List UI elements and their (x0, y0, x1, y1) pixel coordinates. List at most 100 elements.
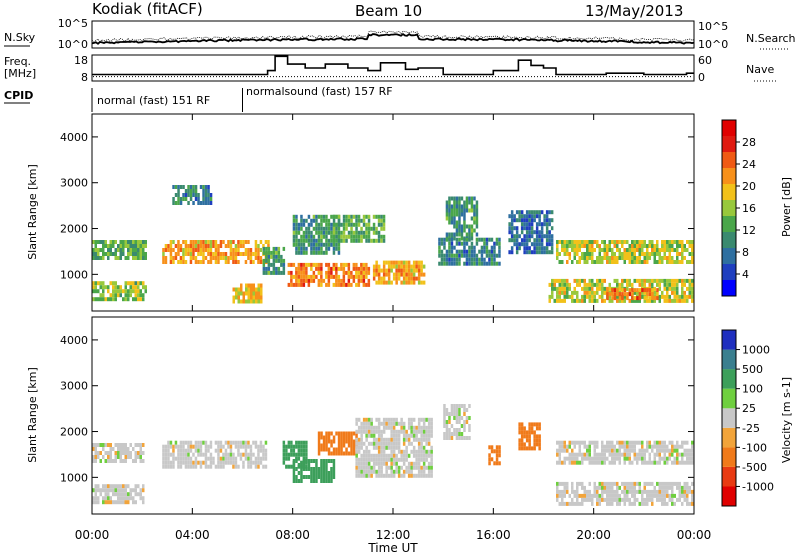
heatmap-cell (327, 218, 331, 223)
heatmap-cell (581, 278, 584, 283)
heatmap-cell (661, 256, 664, 260)
heatmap-cell (390, 264, 393, 269)
heatmap-cell (495, 241, 499, 246)
heatmap-cell (586, 456, 589, 461)
heatmap-cell (681, 485, 684, 490)
heatmap-cell (355, 461, 358, 466)
heatmap-cell (357, 441, 361, 446)
heatmap-cell (628, 460, 631, 465)
heatmap-cell (94, 281, 97, 286)
heatmap-cell (254, 244, 258, 248)
heatmap-cell (608, 444, 611, 449)
heatmap-cell (638, 296, 642, 301)
heatmap-cell (272, 266, 276, 271)
heatmap-cell (337, 214, 341, 219)
heatmap-cell (104, 496, 107, 501)
heatmap-cell (162, 248, 165, 252)
heatmap-cell (558, 452, 561, 457)
heatmap-cell (566, 456, 569, 461)
heatmap-cell (182, 452, 185, 457)
heatmap-cell (588, 489, 591, 494)
heatmap-cell (352, 222, 356, 227)
heatmap-cell (678, 452, 681, 457)
beam-title: Beam 10 (355, 2, 422, 20)
heatmap-cell (357, 278, 361, 283)
heatmap-cell (350, 218, 353, 223)
heatmap-cell (688, 260, 691, 264)
heatmap-cell (631, 292, 634, 297)
heatmap-cell (598, 497, 601, 502)
heatmap-cell (488, 457, 491, 462)
heatmap-cell (177, 464, 180, 469)
heatmap-cell (525, 430, 529, 435)
heatmap-cell (400, 421, 403, 426)
heatmap-cell (525, 214, 529, 219)
heatmap-cell (417, 264, 421, 269)
heatmap-cell (340, 447, 343, 452)
heatmap-cell (623, 256, 626, 260)
heatmap-cell (686, 440, 689, 445)
heatmap-cell (525, 242, 529, 247)
heatmap-cell (207, 252, 210, 256)
heatmap-cell (104, 297, 107, 302)
heatmap-cell (137, 281, 140, 286)
heatmap-cell (523, 430, 526, 435)
heatmap-cell (187, 201, 190, 205)
heatmap-cell (262, 266, 266, 271)
heatmap-cell (518, 426, 521, 431)
freq-panel-frame (91, 54, 695, 82)
heatmap-cell (117, 289, 120, 294)
heatmap-cell (335, 238, 338, 243)
heatmap-cell (520, 214, 524, 219)
heatmap-cell (330, 471, 333, 475)
heatmap-cell (305, 464, 308, 469)
heatmap-cell (445, 408, 449, 412)
heatmap-cell (134, 297, 137, 302)
heatmap-cell (172, 460, 175, 465)
heatmap-cell (177, 189, 180, 193)
heatmap-cell (305, 444, 308, 449)
heatmap-cell (119, 248, 122, 252)
heatmap-cell (465, 232, 469, 237)
heatmap-cell (678, 260, 681, 264)
heatmap-cell (367, 453, 371, 458)
heatmap-cell (317, 262, 321, 267)
heatmap-cell (320, 278, 323, 283)
heatmap-cell (548, 282, 551, 287)
heatmap-cell (267, 244, 270, 248)
heatmap-cell (347, 234, 351, 239)
heatmap-cell (342, 238, 346, 243)
heatmap-cell (583, 452, 586, 457)
heatmap-cell (648, 497, 651, 502)
heatmap-cell (412, 453, 416, 458)
heatmap-cell (302, 250, 306, 255)
heatmap-cell (623, 294, 626, 299)
heatmap-cell (252, 252, 255, 256)
heatmap-cell (450, 232, 454, 237)
heatmap-cell (643, 260, 646, 264)
heatmap-cell (267, 254, 271, 259)
heatmap-cell (643, 278, 646, 283)
heatmap-cell (305, 218, 308, 223)
heatmap-cell (189, 448, 193, 453)
heatmap-cell (252, 299, 255, 304)
heatmap-cell (550, 242, 554, 247)
heatmap-cell (357, 437, 361, 442)
heatmap-cell (651, 460, 654, 465)
heatmap-cell (445, 216, 449, 221)
heatmap-cell (648, 456, 651, 461)
heatmap-cell (488, 461, 491, 466)
heatmap-cell (365, 461, 368, 466)
heatmap-cell (673, 240, 676, 244)
heatmap-cell (691, 282, 694, 287)
heatmap-cell (302, 262, 306, 267)
heatmap-cell (643, 288, 647, 293)
heatmap-cell (380, 238, 383, 243)
heatmap-cell (192, 193, 195, 197)
heatmap-cell (392, 429, 396, 434)
heatmap-cell (219, 456, 223, 461)
heatmap-cell (337, 246, 341, 251)
heatmap-cell (475, 212, 479, 217)
heatmap-cell (613, 240, 616, 244)
